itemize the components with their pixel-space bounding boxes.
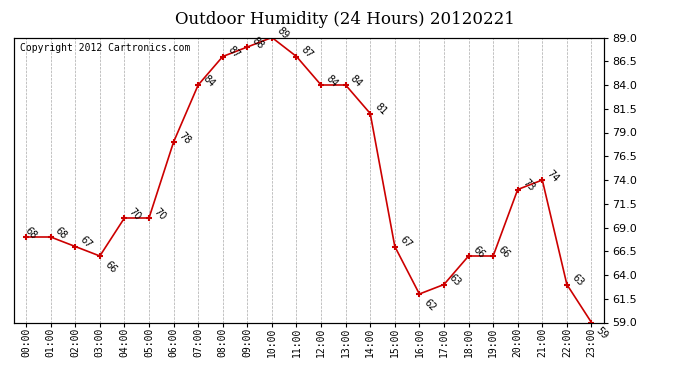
Text: 66: 66 xyxy=(471,244,487,260)
Text: 74: 74 xyxy=(545,168,561,184)
Text: 70: 70 xyxy=(127,206,143,222)
Text: 78: 78 xyxy=(177,130,193,146)
Text: 62: 62 xyxy=(422,297,438,313)
Text: 66: 66 xyxy=(496,244,512,260)
Text: 89: 89 xyxy=(275,26,290,41)
Text: 68: 68 xyxy=(23,225,39,241)
Text: 84: 84 xyxy=(201,73,217,89)
Text: 84: 84 xyxy=(324,73,339,89)
Text: 87: 87 xyxy=(226,44,241,60)
Text: 68: 68 xyxy=(53,225,69,241)
Text: 84: 84 xyxy=(348,73,364,89)
Text: 59: 59 xyxy=(594,326,610,342)
Text: Outdoor Humidity (24 Hours) 20120221: Outdoor Humidity (24 Hours) 20120221 xyxy=(175,11,515,28)
Text: 67: 67 xyxy=(78,234,94,250)
Text: Copyright 2012 Cartronics.com: Copyright 2012 Cartronics.com xyxy=(20,43,190,53)
Text: 66: 66 xyxy=(103,259,119,275)
Text: 81: 81 xyxy=(373,102,388,117)
Text: 67: 67 xyxy=(397,234,413,250)
Text: 63: 63 xyxy=(570,273,585,288)
Text: 63: 63 xyxy=(446,273,462,288)
Text: 73: 73 xyxy=(520,177,536,193)
Text: 88: 88 xyxy=(250,35,266,51)
Text: 70: 70 xyxy=(152,206,168,222)
Text: 87: 87 xyxy=(299,44,315,60)
